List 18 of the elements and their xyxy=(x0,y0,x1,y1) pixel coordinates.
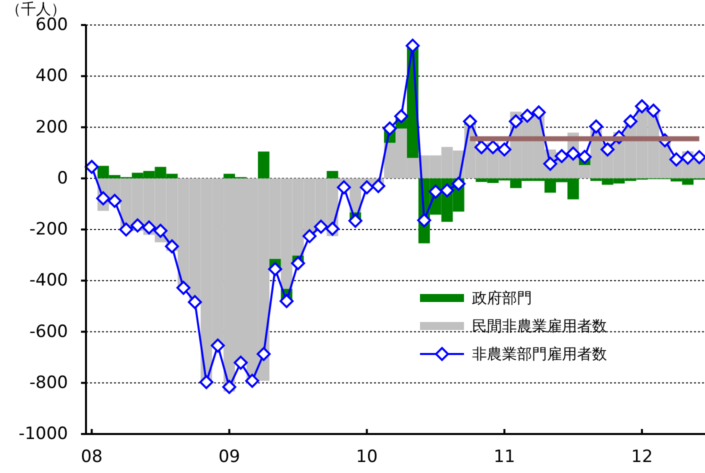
y-axis-title: （千人） xyxy=(6,0,66,18)
y-tick-label: 200 xyxy=(36,117,68,138)
y-tick-label: -400 xyxy=(29,270,68,291)
y-tick-label: -600 xyxy=(29,322,68,342)
y-tick-label: -1000 xyxy=(18,424,68,444)
legend-label: 政府部門 xyxy=(472,289,532,307)
x-tick-label: 10 xyxy=(356,447,378,467)
x-tick-label: 09 xyxy=(218,447,240,467)
y-tick-label: 600 xyxy=(36,15,68,35)
x-tick-label: 11 xyxy=(494,447,516,467)
y-tick-label: -800 xyxy=(29,372,68,393)
y-tick-label: -200 xyxy=(29,220,68,240)
legend-label: 民間非農業雇用者数 xyxy=(472,317,607,335)
x-tick-label: 12 xyxy=(631,447,653,467)
y-tick-label: 400 xyxy=(36,66,68,86)
legend-label: 非農業部門雇用者数 xyxy=(472,345,607,363)
x-tick-label: 08 xyxy=(80,447,103,467)
y-tick-label: 0 xyxy=(57,168,68,188)
